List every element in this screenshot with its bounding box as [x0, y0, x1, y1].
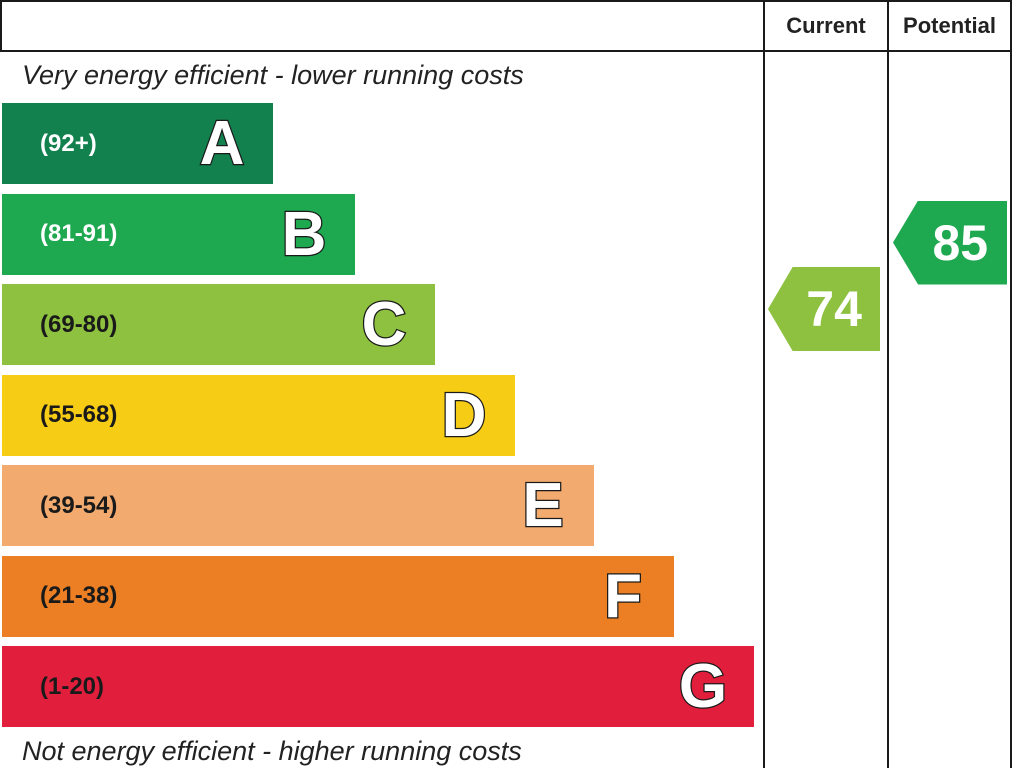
header-divider [0, 50, 1012, 52]
band-letter: D [440, 379, 487, 451]
band-letter: A [198, 108, 245, 180]
band-letter: E [521, 470, 565, 542]
band-range-label: (1-20) [40, 672, 105, 700]
band-e: (39-54) E [2, 465, 594, 546]
band-range-label: (55-68) [40, 401, 118, 428]
current-rating-value: 74 [806, 281, 862, 337]
band-letter: G [678, 651, 729, 723]
band-letter: F [603, 560, 643, 632]
current-column-header: Current [786, 13, 866, 38]
right-border [1010, 0, 1012, 768]
band-letter: C [360, 289, 407, 361]
current-rating-arrow: 74 [768, 267, 880, 351]
band-d: (55-68) D [2, 374, 515, 456]
band-f: (21-38) F [2, 555, 674, 637]
band-range-label: (81-91) [40, 220, 118, 247]
band-range-label: (69-80) [40, 310, 118, 338]
current-column-left-border [763, 0, 765, 768]
top-border [0, 0, 1012, 2]
band-range-label: (21-38) [40, 582, 118, 609]
band-c: (69-80) C [2, 284, 435, 365]
band-b: (81-91) B [2, 193, 355, 275]
efficient-caption: Very energy efficient - lower running co… [22, 60, 524, 90]
band-g: (1-20) G [2, 646, 754, 727]
band-letter: B [280, 198, 327, 270]
potential-column-left-border [887, 0, 889, 768]
inefficient-caption: Not energy efficient - higher running co… [22, 736, 522, 766]
left-border [0, 0, 2, 50]
band-range-label: (92+) [40, 129, 97, 157]
band-a: (92+) A [2, 103, 273, 184]
potential-column-header: Potential [903, 13, 996, 38]
potential-rating-value: 85 [932, 214, 989, 271]
band-range-label: (39-54) [40, 491, 118, 519]
potential-rating-arrow: 85 [893, 200, 1007, 285]
